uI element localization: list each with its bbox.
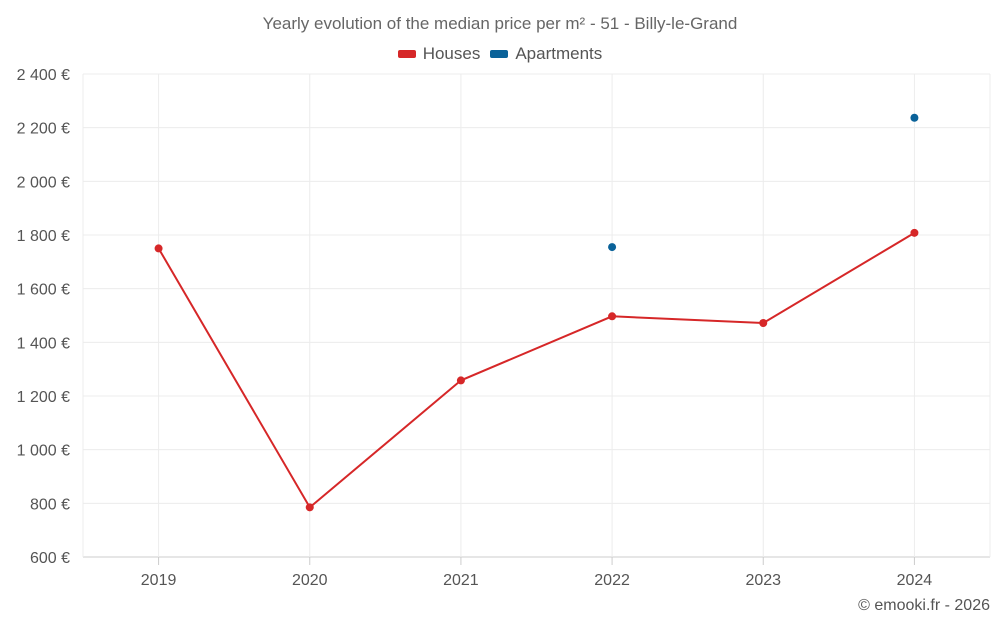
x-tick-label: 2020 [292,572,328,589]
legend-swatch-houses [397,50,416,58]
y-tick-label: 1 800 € [17,228,70,245]
data-point-houses-2024[interactable] [910,228,919,237]
x-tick-label: 2024 [897,572,933,589]
y-tick-label: 2 200 € [17,121,70,138]
y-tick-label: 1 200 € [17,389,70,406]
y-tick-label: 800 € [30,496,70,513]
y-tick-label: 600 € [30,550,70,567]
y-tick-label: 1 400 € [17,335,70,352]
x-tick-label: 2023 [745,572,781,589]
legend-item-apartments[interactable]: Apartments [490,44,602,64]
data-point-houses-2019[interactable] [154,244,163,253]
credit-text: © emooki.fr - 2026 [858,597,990,614]
y-tick-label: 2 400 € [17,67,70,84]
y-tick-label: 1 000 € [17,443,70,460]
x-tick-label: 2019 [141,572,177,589]
data-point-apartments-2024[interactable] [910,113,919,122]
data-point-apartments-2022[interactable] [608,243,617,252]
chart-title: Yearly evolution of the median price per… [262,14,738,33]
y-tick-label: 2 000 € [17,174,70,191]
legend: Houses Apartments [0,44,1000,64]
legend-label-houses: Houses [422,44,481,63]
data-point-houses-2023[interactable] [759,319,768,328]
x-tick-label: 2021 [443,572,479,589]
legend-item-houses[interactable]: Houses [397,44,481,64]
data-point-houses-2022[interactable] [608,312,617,321]
legend-label-apartments: Apartments [515,44,603,63]
x-tick-label: 2022 [594,572,630,589]
data-point-houses-2021[interactable] [456,376,465,385]
data-point-houses-2020[interactable] [305,503,314,512]
y-tick-label: 1 600 € [17,282,70,299]
legend-swatch-apartments [490,50,509,58]
series-line-houses [157,232,915,509]
